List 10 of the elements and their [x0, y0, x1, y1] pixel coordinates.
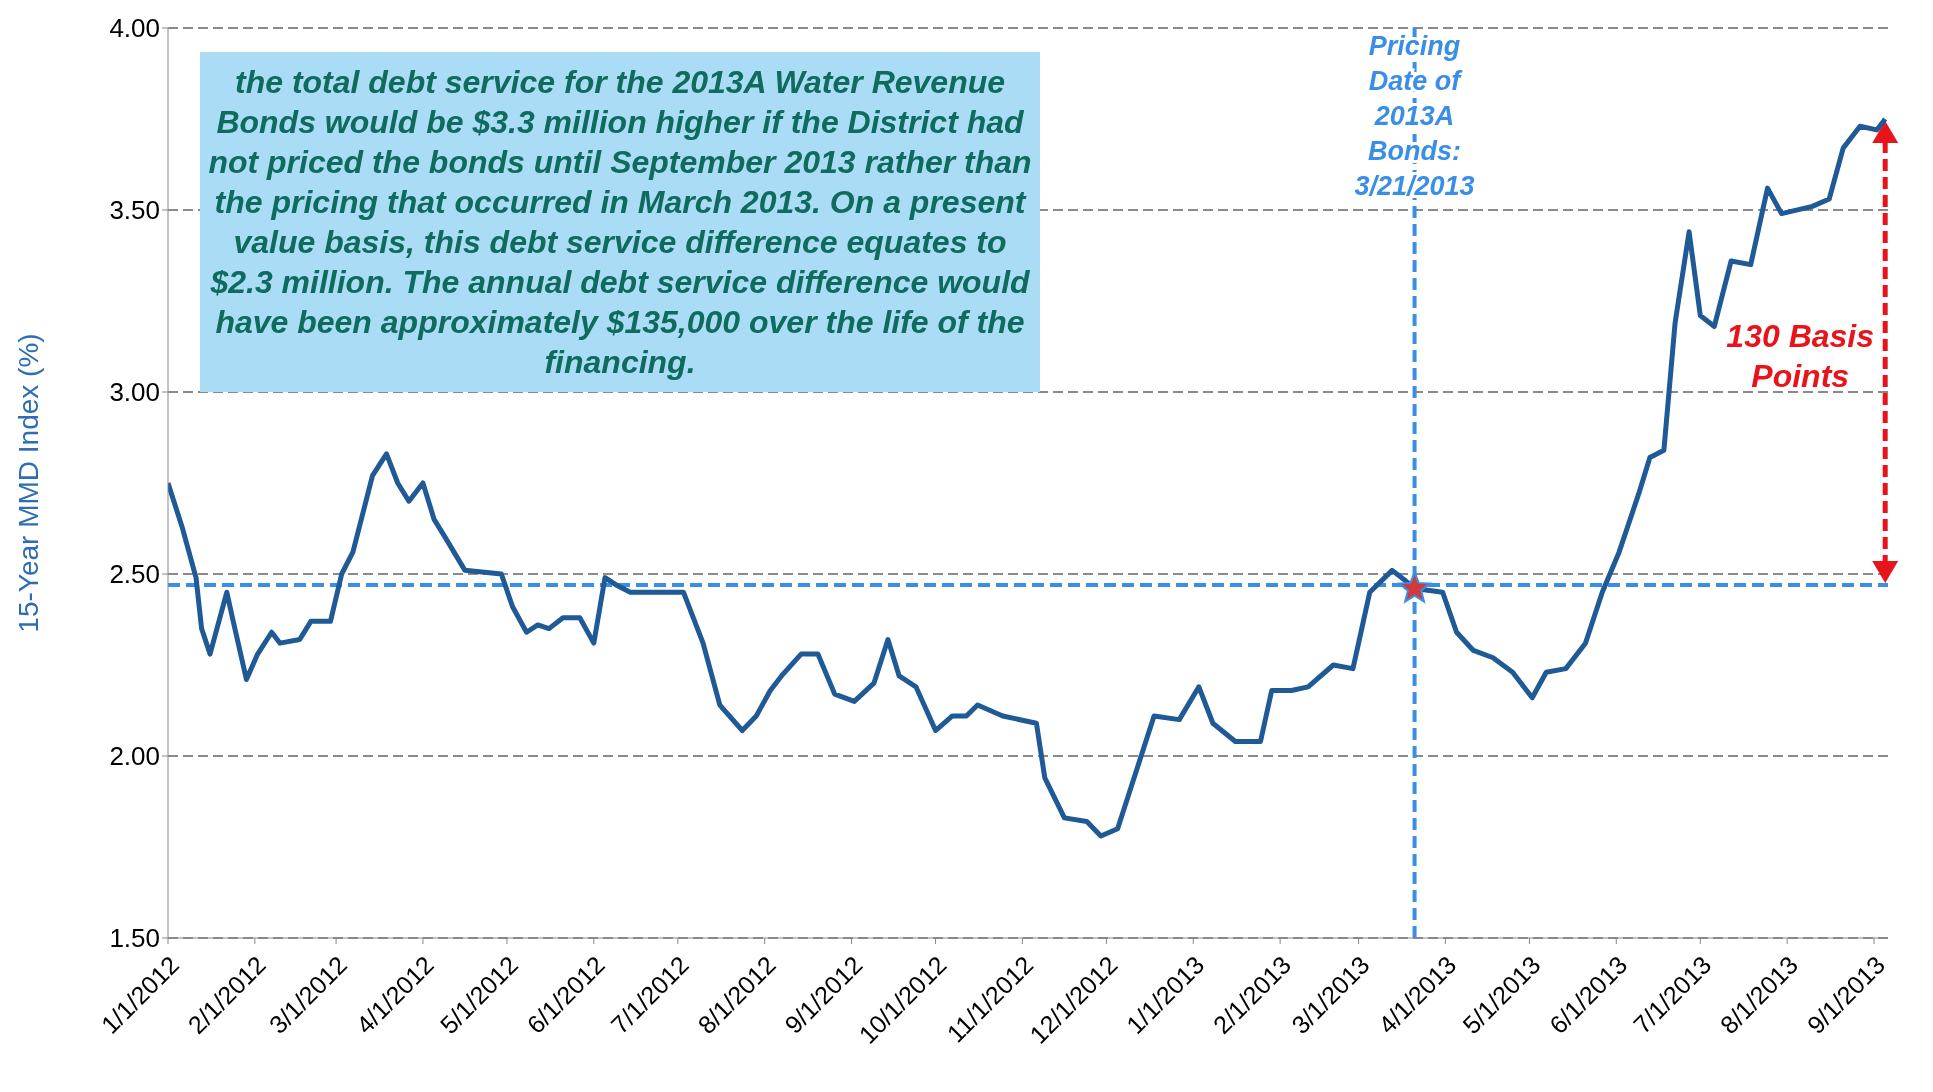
annotation: the total debt service for the 2013A Water Revenue Bonds would be $3.3 million higher if the District had not priced the bonds until September 2013 rather than the pricing that occurred in March 2013. On a present value basis, this debt service difference equates to $2.3 million. The annual debt service difference would have been approximately $135,000 over the life of the financing.	[200, 52, 1040, 392]
annotation: 130 Basis Points	[1726, 317, 1875, 394]
ref-line-label: Pricing Date of 2013A Bonds: 3/21/2013	[1354, 31, 1475, 201]
y-tick-label: 3.00	[109, 377, 160, 408]
y-tick-label: 2.50	[109, 559, 160, 590]
y-tick-label: 1.50	[109, 923, 160, 954]
y-axis-title: 15-Year MMD Index (%)	[12, 333, 44, 633]
y-tick-label: 4.00	[109, 13, 160, 44]
y-tick-label: 2.00	[109, 741, 160, 772]
y-tick-label: 3.50	[109, 195, 160, 226]
